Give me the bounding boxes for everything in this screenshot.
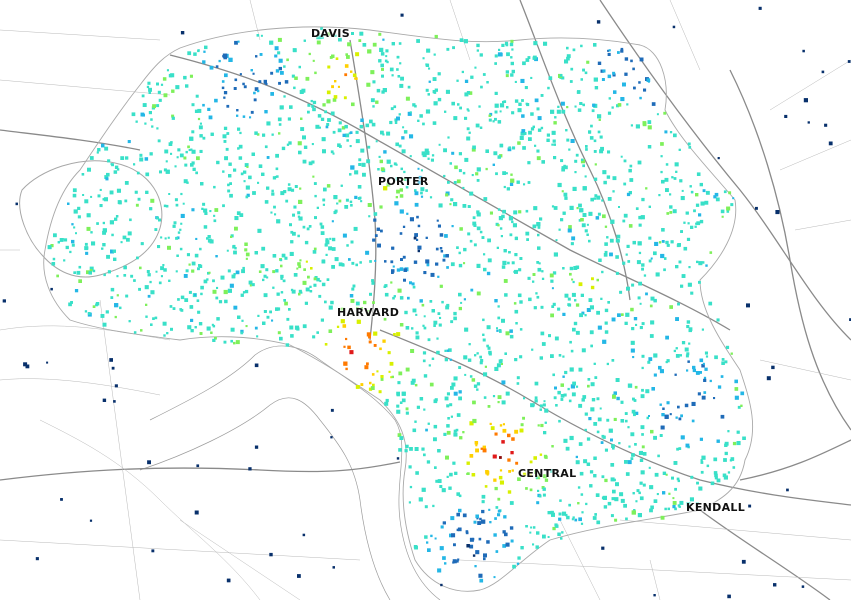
station-label-porter: PORTER bbox=[378, 175, 429, 188]
charles-river-south-bank bbox=[139, 397, 391, 600]
fresh-pond bbox=[19, 160, 163, 278]
station-label-harvard: HARVARD bbox=[337, 306, 400, 319]
charles-river-north-bank bbox=[149, 345, 441, 600]
station-label-davis: DAVIS bbox=[311, 27, 350, 40]
station-label-kendall: KENDALL bbox=[686, 501, 746, 514]
station-label-central: CENTRAL bbox=[518, 467, 577, 480]
city-boundary bbox=[43, 26, 754, 592]
